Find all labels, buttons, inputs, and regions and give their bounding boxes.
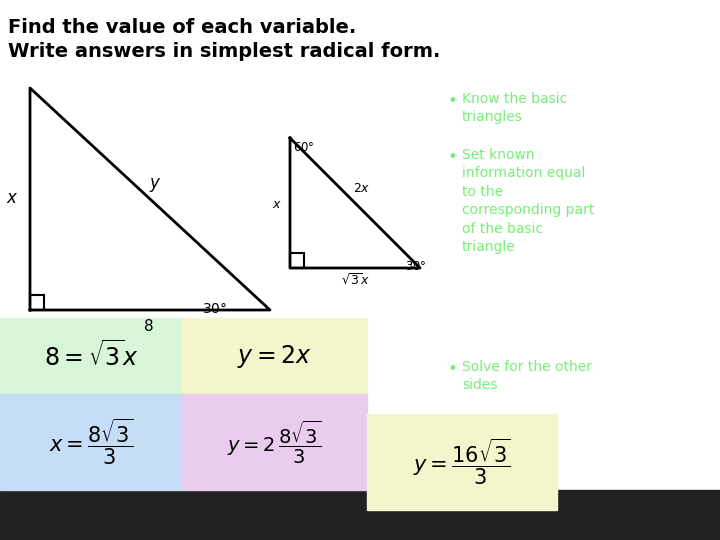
Text: Set known
information equal
to the
corresponding part
of the basic
triangle: Set known information equal to the corre…	[462, 148, 595, 254]
Text: $y = 2\,\dfrac{8\sqrt{3}}{3}$: $y = 2\,\dfrac{8\sqrt{3}}{3}$	[227, 418, 322, 465]
Bar	[30, 295, 44, 310]
Text: $8$: $8$	[143, 318, 153, 334]
Text: $y = 2x$: $y = 2x$	[237, 342, 312, 369]
Text: Write answers in simplest radical form.: Write answers in simplest radical form.	[8, 42, 441, 61]
Text: •: •	[448, 360, 458, 378]
Text: $x = \dfrac{8\sqrt{3}}{3}$: $x = \dfrac{8\sqrt{3}}{3}$	[49, 417, 133, 468]
Bar	[182, 318, 367, 394]
Text: $x$: $x$	[6, 189, 18, 207]
Bar	[367, 414, 557, 510]
Text: $y = \dfrac{16\sqrt{3}}{3}$: $y = \dfrac{16\sqrt{3}}{3}$	[413, 437, 511, 488]
Text: $x$: $x$	[272, 199, 282, 212]
Bar	[182, 394, 367, 490]
Text: $y$: $y$	[149, 176, 161, 194]
Text: $2x$: $2x$	[354, 181, 371, 194]
Bar	[0, 318, 182, 394]
Text: $30°$: $30°$	[202, 302, 228, 316]
Text: $60°$: $60°$	[293, 141, 315, 154]
Bar	[290, 253, 304, 268]
Text: $30°$: $30°$	[405, 260, 427, 273]
Bar	[0, 394, 182, 490]
Bar	[0, 490, 720, 540]
Text: Find the value of each variable.: Find the value of each variable.	[8, 18, 356, 37]
Text: Know the basic
triangles: Know the basic triangles	[462, 92, 567, 124]
Text: Solve for the other
sides: Solve for the other sides	[462, 360, 592, 393]
Text: $\sqrt{3}x$: $\sqrt{3}x$	[341, 273, 369, 288]
Text: •: •	[448, 92, 458, 110]
Text: $8 = \sqrt{3}x$: $8 = \sqrt{3}x$	[44, 341, 138, 372]
Text: •: •	[448, 148, 458, 166]
